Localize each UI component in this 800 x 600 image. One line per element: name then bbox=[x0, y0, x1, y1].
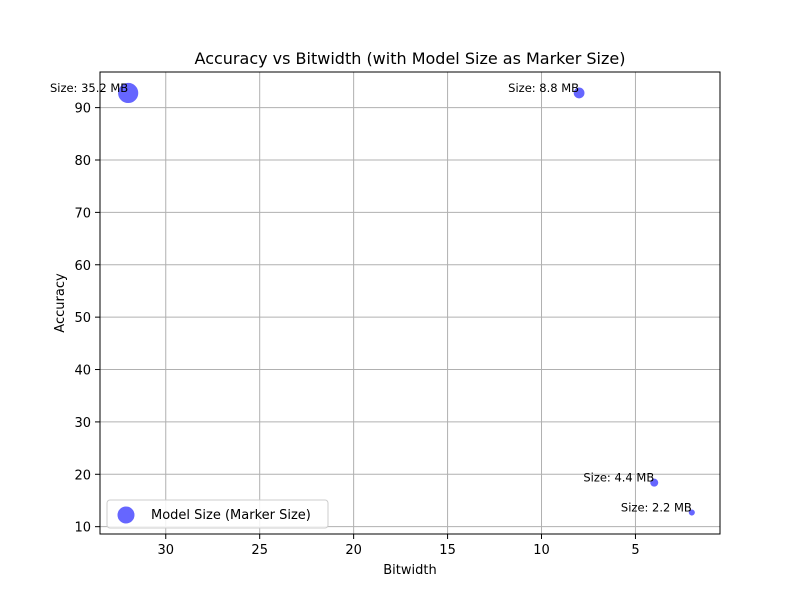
data-points bbox=[117, 81, 696, 517]
grid-lines bbox=[100, 72, 720, 534]
point-annotation: Size: 2.2 MB bbox=[621, 501, 692, 515]
legend-label: Model Size (Marker Size) bbox=[151, 508, 311, 523]
legend: Model Size (Marker Size) bbox=[106, 499, 329, 529]
chart-title: Accuracy vs Bitwidth (with Model Size as… bbox=[195, 49, 626, 68]
x-tick-label: 15 bbox=[439, 543, 456, 558]
plot-frame bbox=[99, 71, 721, 535]
data-point bbox=[649, 477, 660, 488]
y-tick-label: 90 bbox=[74, 102, 91, 117]
y-tick-label: 80 bbox=[74, 154, 91, 169]
point-annotation: Size: 8.8 MB bbox=[508, 81, 579, 95]
y-axis-ticks: 10 20 30 40 50 60 70 80 90 bbox=[74, 102, 100, 536]
y-tick-label: 30 bbox=[74, 416, 91, 431]
y-tick-label: 60 bbox=[74, 259, 91, 274]
x-axis-ticks: 30 25 20 15 10 5 bbox=[157, 534, 640, 558]
y-tick-label: 10 bbox=[74, 521, 91, 536]
point-annotation: Size: 4.4 MB bbox=[583, 471, 654, 485]
data-point bbox=[117, 81, 140, 105]
y-tick-label: 20 bbox=[74, 468, 91, 483]
data-point bbox=[687, 508, 696, 517]
y-tick-label: 70 bbox=[74, 206, 91, 221]
x-tick-label: 5 bbox=[631, 543, 639, 558]
legend-box bbox=[106, 499, 329, 529]
legend-marker bbox=[116, 505, 136, 525]
x-axis-label: Bitwidth bbox=[383, 563, 436, 578]
y-axis-label: Accuracy bbox=[53, 273, 68, 333]
y-tick-label: 40 bbox=[74, 364, 91, 379]
x-tick-label: 20 bbox=[345, 543, 362, 558]
x-tick-label: 30 bbox=[157, 543, 174, 558]
x-tick-label: 10 bbox=[533, 543, 550, 558]
point-annotation: Size: 35.2 MB bbox=[50, 81, 128, 95]
point-annotations: Size: 35.2 MB Size: 8.8 MB Size: 4.4 MB Siz… bbox=[50, 81, 692, 515]
data-point bbox=[572, 86, 586, 100]
y-tick-label: 50 bbox=[74, 311, 91, 326]
x-tick-label: 25 bbox=[251, 543, 268, 558]
